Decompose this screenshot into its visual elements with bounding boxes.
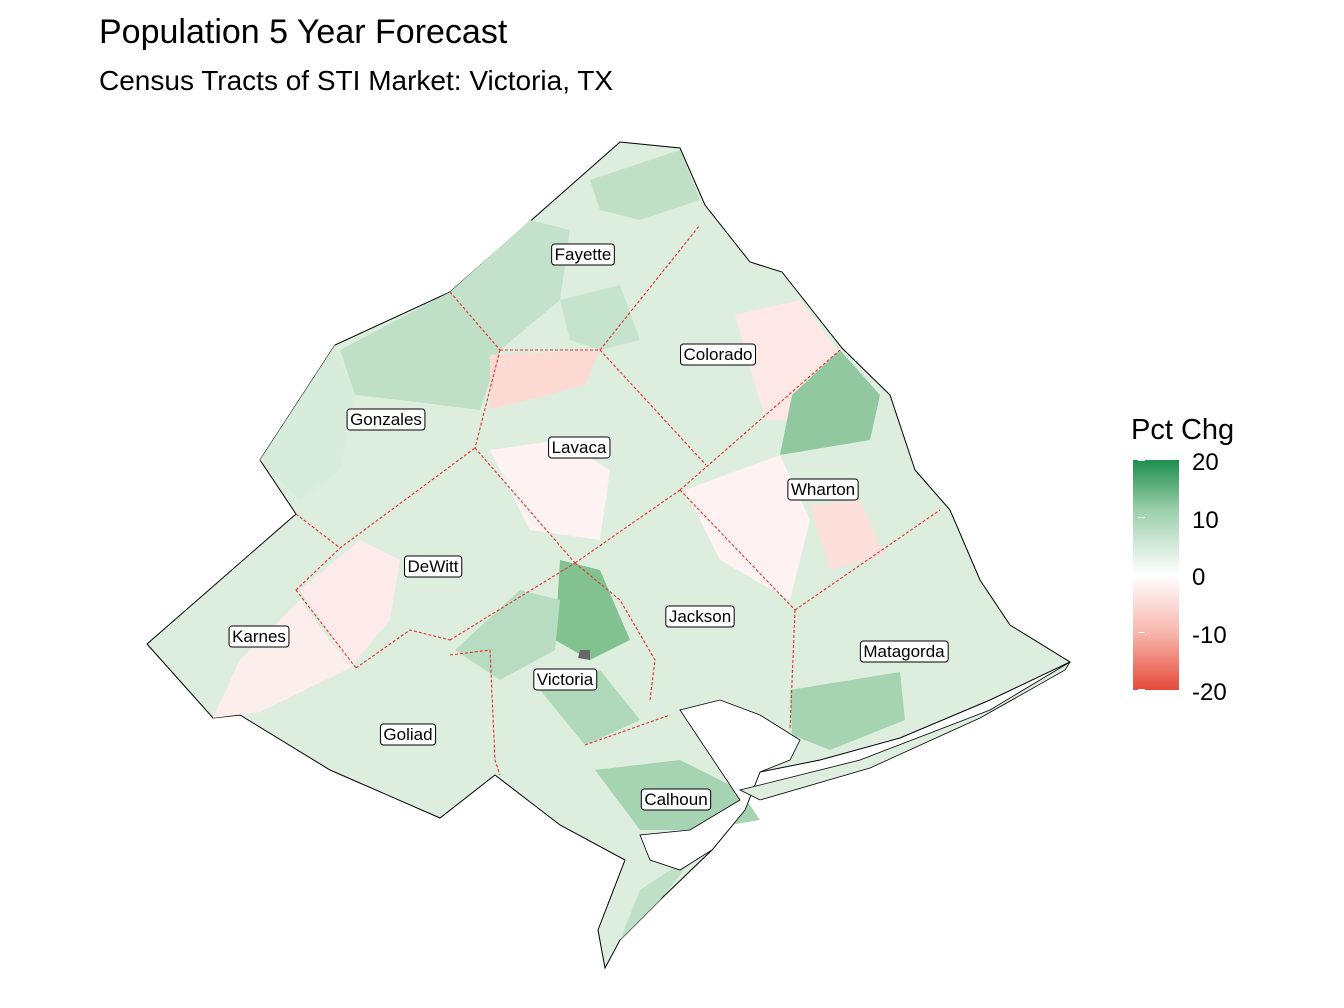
boundary-karnes-dewitt-2	[295, 589, 357, 669]
county-label-box	[533, 668, 598, 691]
county-label-jackson: Jackson	[665, 605, 735, 628]
county-label-box	[404, 555, 463, 578]
boundary-victoria-jackson	[574, 562, 656, 701]
county-name: Wharton	[791, 480, 855, 499]
legend-tick-mark	[1138, 575, 1145, 576]
county-label-box	[787, 478, 859, 501]
boundary-lavaca-dewitt	[474, 447, 576, 564]
county-name: Matagorda	[863, 642, 945, 661]
color-legend: Pct Chg 20 10 0 -10 -20	[1128, 412, 1308, 712]
county-name: Gonzales	[350, 410, 422, 429]
boundary-dewitt-goliad	[355, 629, 451, 669]
tract	[450, 220, 570, 350]
boundary-karnes-dewitt	[295, 547, 341, 591]
boundary-dewitt-victoria	[449, 562, 576, 641]
county-name: DeWitt	[408, 557, 459, 576]
county-label-box	[346, 408, 426, 431]
county-label-karnes: Karnes	[228, 625, 290, 648]
boundary-victoria-calhoun	[584, 714, 671, 746]
tract	[490, 440, 610, 540]
county-name: Fayette	[555, 245, 612, 264]
legend-tick-label: -10	[1192, 622, 1227, 649]
county-name: Goliad	[383, 725, 432, 744]
county-label-goliad: Goliad	[379, 723, 437, 746]
county-name: Colorado	[684, 345, 753, 364]
map-title: Population 5 Year Forecast	[99, 13, 508, 51]
boundary-wharton-jackson	[679, 489, 796, 611]
boundary-wharton-matagorda	[794, 509, 941, 611]
tract	[780, 350, 880, 455]
county-label-box	[640, 788, 712, 811]
county-label-wharton: Wharton	[787, 478, 859, 501]
county-name: Jackson	[669, 607, 731, 626]
legend-tick-label: 0	[1192, 564, 1206, 591]
legend-tick-mark	[1138, 632, 1145, 633]
tract	[490, 350, 600, 410]
county-label-colorado: Colorado	[680, 343, 756, 366]
map-subtitle: Census Tracts of STI Market: Victoria, T…	[99, 65, 614, 96]
county-labels: Fayette Colorado Gonzales Lavaca Wharton DeWi…	[228, 243, 949, 811]
boundary-lavaca-colorado	[599, 349, 707, 466]
county-label-gonzales: Gonzales	[346, 408, 426, 431]
tract	[340, 292, 500, 410]
tract	[685, 455, 810, 600]
tract	[555, 560, 630, 660]
tract	[620, 850, 700, 940]
county-label-calhoun: Calhoun	[640, 788, 712, 811]
legend-colorbar	[1133, 460, 1179, 690]
tract	[300, 540, 400, 668]
tract	[260, 345, 355, 500]
legend-tick-label: 10	[1192, 507, 1219, 534]
county-name: Victoria	[537, 670, 594, 689]
barrier-island	[738, 661, 1071, 801]
boundary-fayette-gonzales	[449, 291, 501, 351]
legend-title: Pct Chg	[1131, 414, 1235, 446]
tract	[790, 672, 905, 750]
county-label-box	[379, 723, 437, 746]
tract-layer	[213, 150, 905, 940]
boundary-lavaca-jackson	[574, 489, 681, 564]
boundary-lavaca-west	[474, 349, 501, 449]
legend-tick-label: 20	[1192, 449, 1219, 476]
county-label-lavaca: Lavaca	[548, 436, 611, 459]
bay-water	[639, 699, 801, 871]
tract	[455, 590, 560, 680]
county-label-box	[665, 605, 735, 628]
county-label-box	[680, 343, 756, 366]
county-label-matagorda: Matagorda	[859, 640, 949, 663]
county-label-box	[548, 436, 611, 459]
county-label-box	[228, 625, 290, 648]
county-label-victoria: Victoria	[533, 668, 598, 691]
legend-tick-mark	[1138, 517, 1145, 518]
region-outline	[146, 141, 1072, 970]
county-name: Calhoun	[644, 790, 707, 809]
legend-tick-label: -20	[1192, 679, 1227, 706]
boundary-colorado-wharton	[679, 349, 841, 491]
county-label-box	[551, 243, 615, 266]
county-name: Karnes	[232, 627, 286, 646]
county-label-box	[859, 640, 949, 663]
tract	[735, 300, 838, 420]
county-label-fayette: Fayette	[551, 243, 615, 266]
boundary-fayette-colorado	[599, 224, 701, 351]
tract	[578, 650, 590, 660]
county-boundaries	[295, 224, 941, 776]
tract	[590, 150, 700, 220]
county-label-dewitt: DeWitt	[404, 555, 463, 578]
tract	[810, 500, 885, 570]
legend-tick-mark	[1138, 460, 1145, 461]
boundary-jackson-matagorda	[789, 609, 796, 731]
legend-tick-mark	[1138, 689, 1145, 690]
boundary-victoria-goliad	[449, 649, 501, 776]
tract	[560, 285, 640, 350]
tract	[213, 600, 350, 718]
county-name: Lavaca	[552, 438, 607, 457]
